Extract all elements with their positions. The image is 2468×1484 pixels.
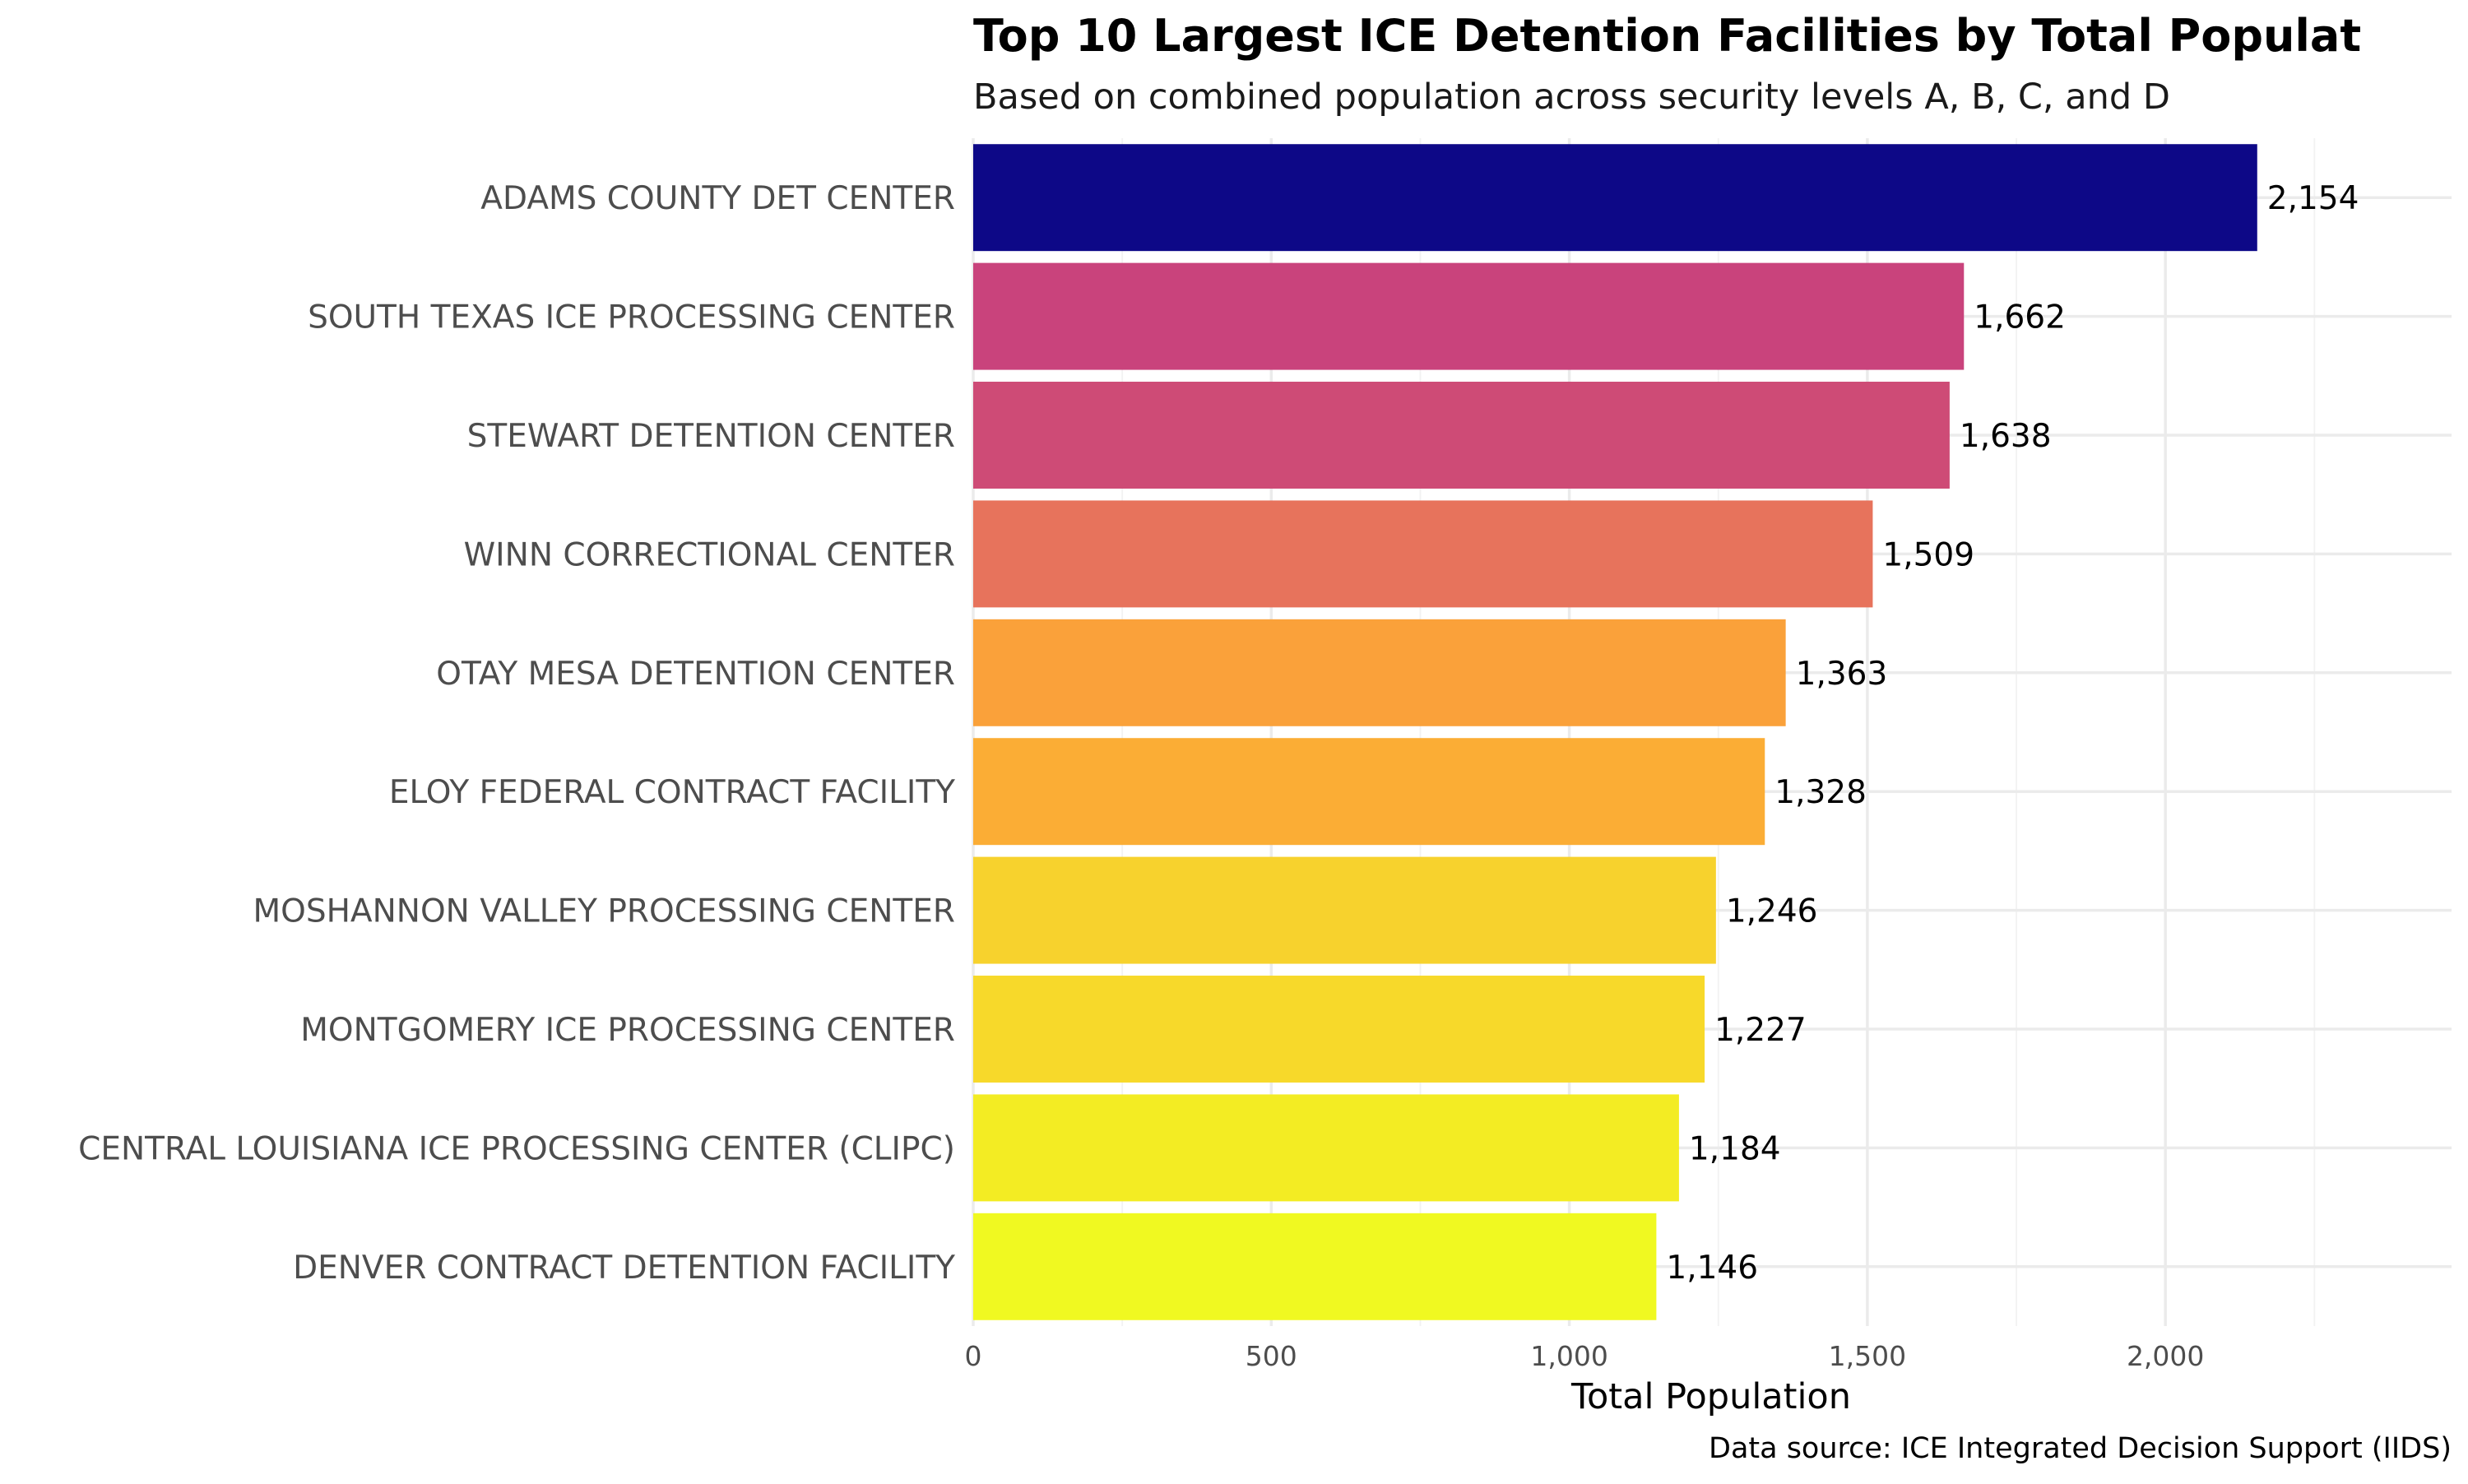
bar (973, 262, 1965, 370)
data-label: 1,146 (1666, 1250, 1758, 1287)
x-tick-label: 1,500 (1829, 1340, 1906, 1372)
data-label: 1,246 (1726, 893, 1818, 930)
tick-layer: 0 500 1,000 1,500 2,000 (965, 1340, 2205, 1372)
category-label: STEWART DETENTION CENTER (467, 418, 955, 455)
data-label: 1,227 (1714, 1012, 1807, 1049)
data-label: 1,363 (1796, 656, 1888, 693)
category-label: SOUTH TEXAS ICE PROCESSING CENTER (308, 299, 955, 336)
category-label: MOSHANNON VALLEY PROCESSING CENTER (253, 893, 955, 930)
x-tick-label: 1,000 (1530, 1340, 1607, 1372)
category-label: ADAMS COUNTY DET CENTER (480, 180, 955, 217)
data-label: 1,638 (1960, 418, 2052, 455)
data-label: 2,154 (2267, 180, 2359, 217)
bar (973, 856, 1716, 964)
category-label: OTAY MESA DETENTION CENTER (436, 656, 955, 693)
category-label: DENVER CONTRACT DETENTION FACILITY (293, 1250, 955, 1287)
chart-title: Top 10 Largest ICE Detention Facilities … (973, 10, 2361, 62)
bar (973, 738, 1765, 846)
category-label: CENTRAL LOUISIANA ICE PROCESSING CENTER … (78, 1130, 955, 1167)
x-tick-label: 2,000 (2127, 1340, 2204, 1372)
bar (973, 1094, 1679, 1202)
bar (973, 1213, 1657, 1320)
category-label: WINN CORRECTIONAL CENTER (464, 536, 955, 573)
bar (973, 144, 2257, 252)
data-label: 1,184 (1689, 1130, 1781, 1167)
label-layer: 2,154 ADAMS COUNTY DET CENTER 1,662 SOUTH T… (78, 180, 2359, 1287)
data-label: 1,328 (1774, 774, 1867, 811)
chart-caption: Data source: ICE Integrated Decision Sup… (1709, 1432, 2452, 1465)
x-axis-title: Total Population (1570, 1376, 1851, 1417)
bar-layer (973, 144, 2257, 1320)
chart-subtitle: Based on combined population across secu… (973, 77, 2170, 118)
bar (973, 382, 1950, 489)
x-tick-label: 500 (1246, 1340, 1297, 1372)
bar (973, 619, 1786, 726)
x-tick-label: 0 (965, 1340, 982, 1372)
data-label: 1,509 (1882, 536, 1974, 573)
bar (973, 500, 1873, 608)
data-label: 1,662 (1974, 299, 2066, 336)
category-label: ELOY FEDERAL CONTRACT FACILITY (389, 774, 955, 811)
category-label: MONTGOMERY ICE PROCESSING CENTER (300, 1012, 955, 1049)
bar (973, 976, 1705, 1083)
